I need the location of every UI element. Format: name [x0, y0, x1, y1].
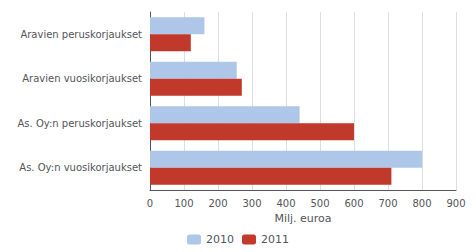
svg-text:800: 800 [412, 198, 431, 209]
svg-text:400: 400 [276, 198, 295, 209]
svg-text:Aravien vuosikorjaukset: Aravien vuosikorjaukset [22, 73, 142, 84]
svg-text:300: 300 [242, 198, 261, 209]
svg-text:700: 700 [378, 198, 397, 209]
svg-text:200: 200 [208, 198, 227, 209]
svg-text:Aravien peruskorjaukset: Aravien peruskorjaukset [20, 29, 142, 40]
svg-text:As. Oy:n vuosikorjaukset: As. Oy:n vuosikorjaukset [19, 162, 142, 173]
svg-text:900: 900 [446, 198, 465, 209]
svg-text:0: 0 [147, 198, 153, 209]
svg-text:As. Oy:n peruskorjaukset: As. Oy:n peruskorjaukset [18, 118, 143, 129]
svg-text:2010: 2010 [206, 233, 234, 246]
svg-text:2011: 2011 [261, 233, 289, 246]
svg-text:Milj. euroa: Milj. euroa [274, 212, 331, 225]
svg-text:100: 100 [174, 198, 193, 209]
svg-text:500: 500 [310, 198, 329, 209]
svg-text:600: 600 [344, 198, 363, 209]
